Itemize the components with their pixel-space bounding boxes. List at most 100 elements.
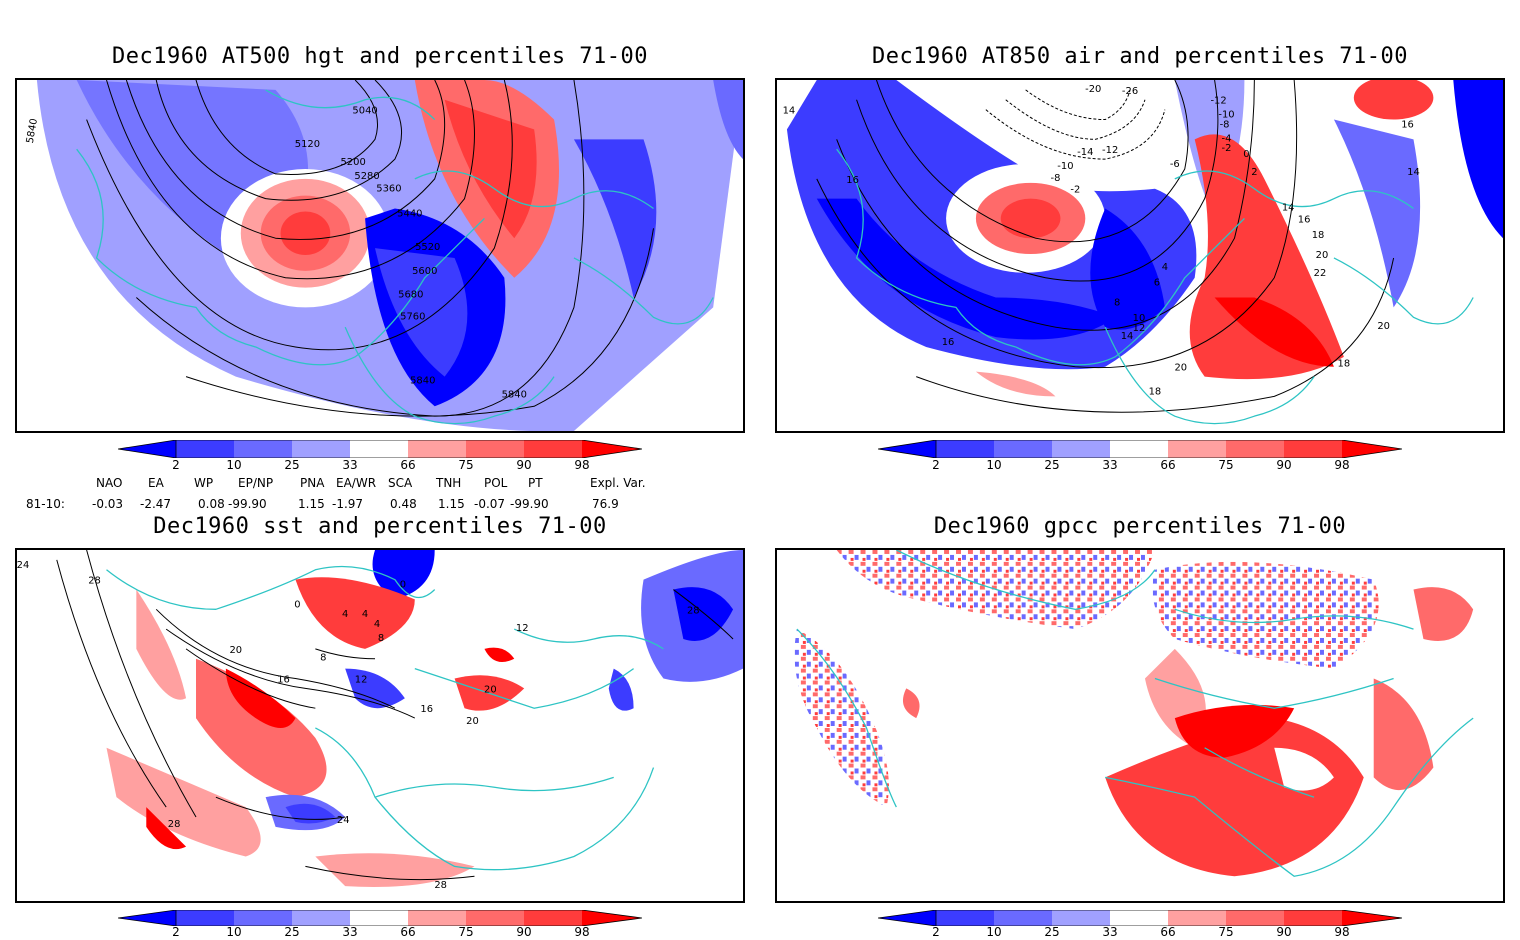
index-header: TNH [436, 476, 462, 490]
contour-label: 22 [1314, 268, 1327, 279]
colorbar-segment [936, 910, 994, 926]
temperature-contours [816, 80, 1395, 413]
contour-label: 4 [342, 609, 348, 620]
colorbar-label: 98 [1334, 925, 1350, 939]
colorbar-swatches [117, 439, 643, 459]
colorbar-label: 66 [1160, 458, 1176, 472]
contour-label: 4 [1162, 262, 1168, 273]
contour-label: -26 [1122, 86, 1138, 97]
contour-label: 20 [1174, 363, 1187, 374]
coastlines [836, 148, 1474, 425]
contour-label: -8 [1220, 119, 1230, 130]
colorbar-swatches [877, 439, 1403, 459]
percentile-fill [36, 80, 743, 431]
map-panel-sst: 24 28 0 0 4 4 4 8 8 12 12 16 16 20 20 20… [15, 548, 745, 903]
colorbar-segment [292, 440, 350, 458]
index-header: Expl. Var. [590, 476, 646, 490]
index-header: PNA [300, 476, 325, 490]
map-panel-gpcc [775, 548, 1505, 903]
percentile-fill [786, 80, 1503, 397]
colorbar-label: 90 [516, 458, 532, 472]
contour-label: 24 [17, 560, 29, 571]
colorbar-label: 2 [172, 925, 180, 939]
coastlines [76, 89, 714, 425]
panel-title-air850: Dec1960 AT850 air and percentiles 71-00 [871, 44, 1409, 69]
colorbar-segment [1342, 440, 1402, 458]
contour-label: 16 [1298, 214, 1311, 225]
map-sst: 24 28 0 0 4 4 4 8 8 12 12 16 16 20 20 20… [17, 550, 743, 891]
index-value: -99.90 [228, 497, 267, 511]
contour-label: -10 [1218, 110, 1234, 121]
colorbar-segment [350, 910, 408, 926]
contour-label: 16 [846, 175, 859, 186]
colorbar-label: 98 [1334, 458, 1350, 472]
colorbar-label: 10 [226, 925, 242, 939]
contour-label: 16 [277, 675, 290, 686]
contour-label: 20 [229, 645, 242, 656]
contour-label: -6 [1170, 159, 1180, 170]
contour-label: 20 [484, 684, 497, 695]
colorbar-label: 98 [574, 925, 590, 939]
contour-label: 14 [783, 106, 796, 117]
negative-contours [985, 89, 1166, 160]
colorbar-label: 90 [516, 925, 532, 939]
panel-title-gpcc: Dec1960 gpcc percentiles 71-00 [933, 514, 1347, 539]
map-hgt500: 5840 5040 5120 5200 5280 5360 5440 5520 … [25, 80, 743, 431]
contour-label: 14 [1121, 331, 1134, 342]
colorbar-segment [878, 440, 936, 458]
contour-label: 28 [434, 880, 447, 891]
colorbar-segment [524, 910, 582, 926]
colorbar-segment [234, 910, 292, 926]
contour-label: 20 [1377, 321, 1390, 332]
index-value: -0.07 [474, 497, 506, 511]
index-header: POL [484, 476, 508, 490]
colorbar-label: 75 [1218, 925, 1234, 939]
index-value: 76.9 [592, 497, 619, 511]
contour-label: 20 [1316, 250, 1329, 261]
colorbar-label: 66 [400, 458, 416, 472]
contour-label: -20 [1085, 84, 1101, 95]
contour-label: 28 [687, 605, 700, 616]
colorbar-segment [994, 440, 1052, 458]
colorbar-label: 66 [400, 925, 416, 939]
contour-label: 8 [1114, 297, 1120, 308]
colorbar-label: 98 [574, 458, 590, 472]
contour-label: -12 [1102, 145, 1118, 156]
contour-label: 5360 [376, 184, 401, 195]
colorbar-label: 90 [1276, 458, 1292, 472]
colorbar-bottom-left: 2 10 25 33 66 75 90 98 [117, 909, 643, 940]
colorbar-segment [1052, 910, 1110, 926]
colorbar-segment [350, 440, 408, 458]
contour-labels: 14 16 16 -20 -26 -12 -10 -8 -4 -2 0 2 -6… [783, 84, 1420, 398]
contour-label: 5200 [341, 157, 366, 168]
colorbar-segment [1168, 440, 1226, 458]
colorbar-segment [176, 440, 234, 458]
colorbar-segment [408, 440, 466, 458]
colorbar-segment [878, 910, 936, 926]
contour-label: 20 [466, 716, 479, 727]
index-header: NAO [96, 476, 123, 490]
percentile-fill [106, 550, 743, 887]
index-value: -99.90 [510, 497, 549, 511]
colorbar-swatches [877, 909, 1403, 927]
colorbar-label: 90 [1276, 925, 1292, 939]
panel-title-sst: Dec1960 sst and percentiles 71-00 [153, 514, 607, 539]
contour-label: -2 [1070, 185, 1080, 196]
contour-label: 5840 [410, 376, 435, 387]
colorbar-segment [292, 910, 350, 926]
contour-label: 5680 [398, 290, 423, 301]
colorbar-segment [1110, 440, 1168, 458]
contour-label: 5840 [502, 389, 527, 400]
colorbar-label: 2 [932, 925, 940, 939]
contour-label: -8 [1051, 173, 1061, 184]
contour-labels: 5840 5040 5120 5200 5280 5360 5440 5520 … [25, 106, 527, 401]
index-header: EA [148, 476, 164, 490]
contour-label: 5760 [400, 311, 425, 322]
index-row-label: 81-10: [26, 497, 65, 511]
colorbar-label: 33 [342, 458, 358, 472]
colorbar-label: 25 [284, 925, 300, 939]
colorbar-segment [1284, 910, 1342, 926]
contour-label: 16 [942, 337, 955, 348]
contour-label: 0 [400, 580, 406, 591]
colorbar-segment [1168, 910, 1226, 926]
